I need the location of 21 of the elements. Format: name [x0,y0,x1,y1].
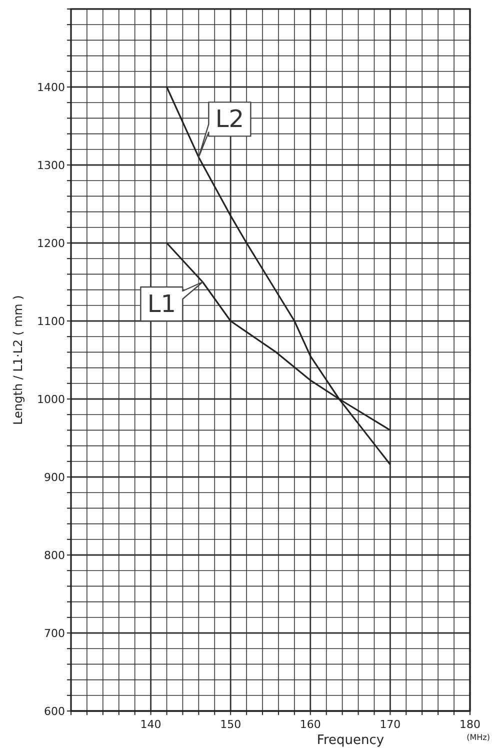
x-tick-label: 150 [220,718,242,731]
x-tick-label: 140 [140,718,162,731]
y-tick-label: 1200 [37,237,65,250]
callout-box: L2 [198,102,252,158]
series-label: L1 [147,290,176,318]
x-tick-label: 180 [460,718,480,731]
text: (MHz) [466,733,490,742]
callout-box: L1 [140,281,204,322]
y-axis-title: Length / L1·L2 ( mm ) [11,295,25,425]
y-tick-label: 900 [44,471,65,484]
y-tick-label: 600 [44,705,65,718]
x-tick-label: 170 [380,718,401,731]
x-axis-title: Frequency [316,733,384,748]
y-tick-label: 1100 [37,315,65,328]
y-tick-label: 1400 [37,81,65,94]
y-tick-label: 1300 [37,159,65,172]
series-label: L2 [215,105,244,134]
y-tick-label: 700 [44,627,65,640]
x-tick-label: 160 [300,718,321,731]
y-tick-label: 1000 [37,393,65,406]
y-tick-label: 800 [44,549,65,562]
